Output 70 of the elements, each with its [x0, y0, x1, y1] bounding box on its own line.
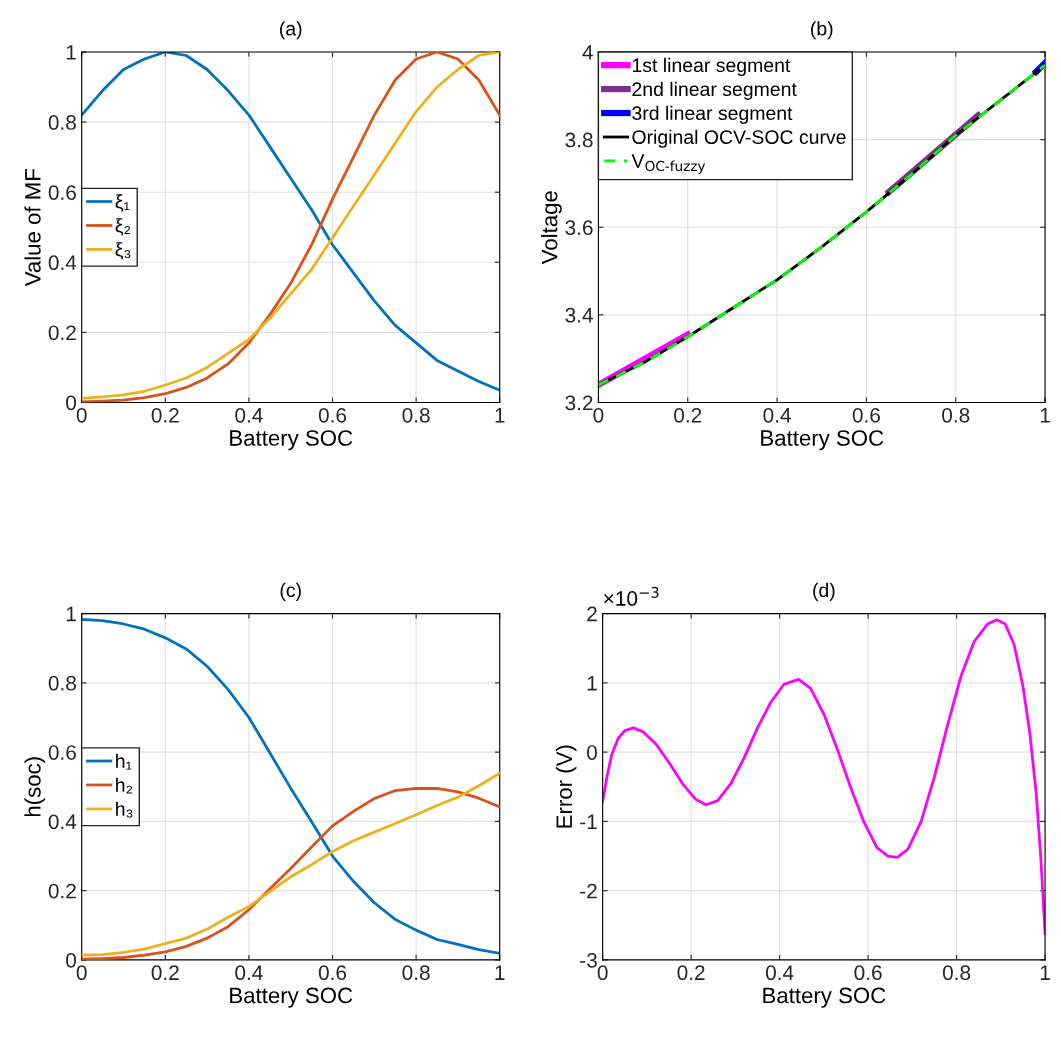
y-tick-label: 0.6 — [48, 185, 76, 200]
y-tick-label: 1 — [66, 45, 76, 60]
legend-label: 3rd linear segment — [632, 105, 793, 124]
y-tick-label: 0.4 — [48, 814, 77, 830]
text: ×10$^{−3}$ — [604, 586, 659, 606]
x-tick-label: 0 — [76, 407, 87, 423]
x-tick-label: 0.8 — [402, 965, 430, 981]
y-tick-label: 1 — [66, 606, 76, 622]
x-tick-label: 0.8 — [402, 407, 430, 423]
x-tick-label: 0.2 — [674, 407, 702, 423]
chart-title: (d) — [813, 582, 835, 601]
x-tick-label: 1 — [1040, 965, 1050, 980]
y-tick-label: -1 — [580, 814, 597, 829]
x-tick-label: 0.4 — [763, 407, 791, 423]
legend-label: ξ₃ — [115, 242, 131, 260]
x-axis-title: Battery SOC — [763, 987, 886, 1008]
y-tick-label: 4 — [582, 45, 593, 60]
y-tick-label: 3.6 — [565, 220, 593, 235]
legend-label: h₁ — [116, 753, 132, 770]
y-tick-label: 2 — [587, 606, 597, 622]
y-tick-label: 0.4 — [48, 255, 77, 271]
x-tick-label: 0.6 — [854, 965, 882, 981]
y-tick-label: -2 — [580, 883, 597, 899]
chart-title: (b) — [811, 21, 833, 40]
x-tick-label: 0.2 — [151, 407, 179, 423]
x-tick-label: 0 — [597, 965, 608, 981]
x-tick-label: 0.8 — [942, 965, 971, 981]
legend-label: ξ₂ — [115, 218, 131, 236]
legend-label: 2nd linear segment — [632, 81, 797, 100]
x-axis-title: Battery SOC — [230, 430, 353, 451]
x-tick-label: 0.6 — [318, 965, 347, 981]
chart-title: (a) — [280, 21, 302, 40]
y-tick-label: 0.8 — [48, 675, 76, 691]
y-tick-label: 0.8 — [48, 115, 76, 130]
y-tick-label: 3.2 — [565, 395, 593, 411]
x-tick-label: 0.4 — [235, 965, 263, 981]
y-tick-label: 0 — [587, 745, 597, 760]
x-tick-label: 1 — [495, 408, 505, 423]
y-tick-label: 1 — [587, 676, 597, 691]
x-tick-label: 0.2 — [677, 965, 705, 981]
y-axis-title: Value of MF — [24, 169, 41, 287]
x-tick-label: 0.4 — [765, 965, 794, 981]
y-tick-label: 3.8 — [565, 132, 593, 148]
legend-label: V$_{OC-fuzzy}$ — [631, 154, 706, 174]
x-tick-label: 0.8 — [942, 407, 970, 423]
chart-title: (c) — [280, 582, 301, 601]
legend-label: ξ₁ — [115, 194, 130, 212]
y-axis-title: h(soc) — [24, 757, 46, 817]
y-tick-label: 0.2 — [48, 883, 76, 899]
legend-label: Original OCV-SOC curve — [632, 129, 846, 148]
x-tick-label: 0.6 — [852, 407, 880, 423]
y-tick-label: 0 — [66, 395, 77, 411]
x-tick-label: 0.6 — [318, 407, 347, 423]
x-tick-label: 1 — [495, 965, 505, 980]
x-axis-title: Battery SOC — [230, 987, 353, 1008]
x-tick-label: 0 — [76, 965, 87, 981]
y-axis-title: Error (V) — [555, 745, 577, 828]
x-tick-label: 0.2 — [151, 965, 179, 981]
x-tick-label: 0.4 — [235, 407, 263, 423]
y-tick-label: 0.2 — [48, 325, 76, 341]
y-tick-label: 3.4 — [565, 307, 593, 323]
y-tick-label: 0 — [66, 952, 77, 968]
x-tick-label: 1 — [1040, 408, 1050, 423]
y-axis-title: Voltage — [541, 191, 562, 265]
legend-label: 1st linear segment — [632, 57, 791, 76]
x-axis-title: Battery SOC — [761, 430, 884, 451]
legend-label: h₃ — [116, 801, 133, 818]
y-tick-label: 0.6 — [48, 745, 76, 760]
y-tick-label: -3 — [580, 952, 597, 968]
legend-label: h₂ — [116, 777, 133, 794]
